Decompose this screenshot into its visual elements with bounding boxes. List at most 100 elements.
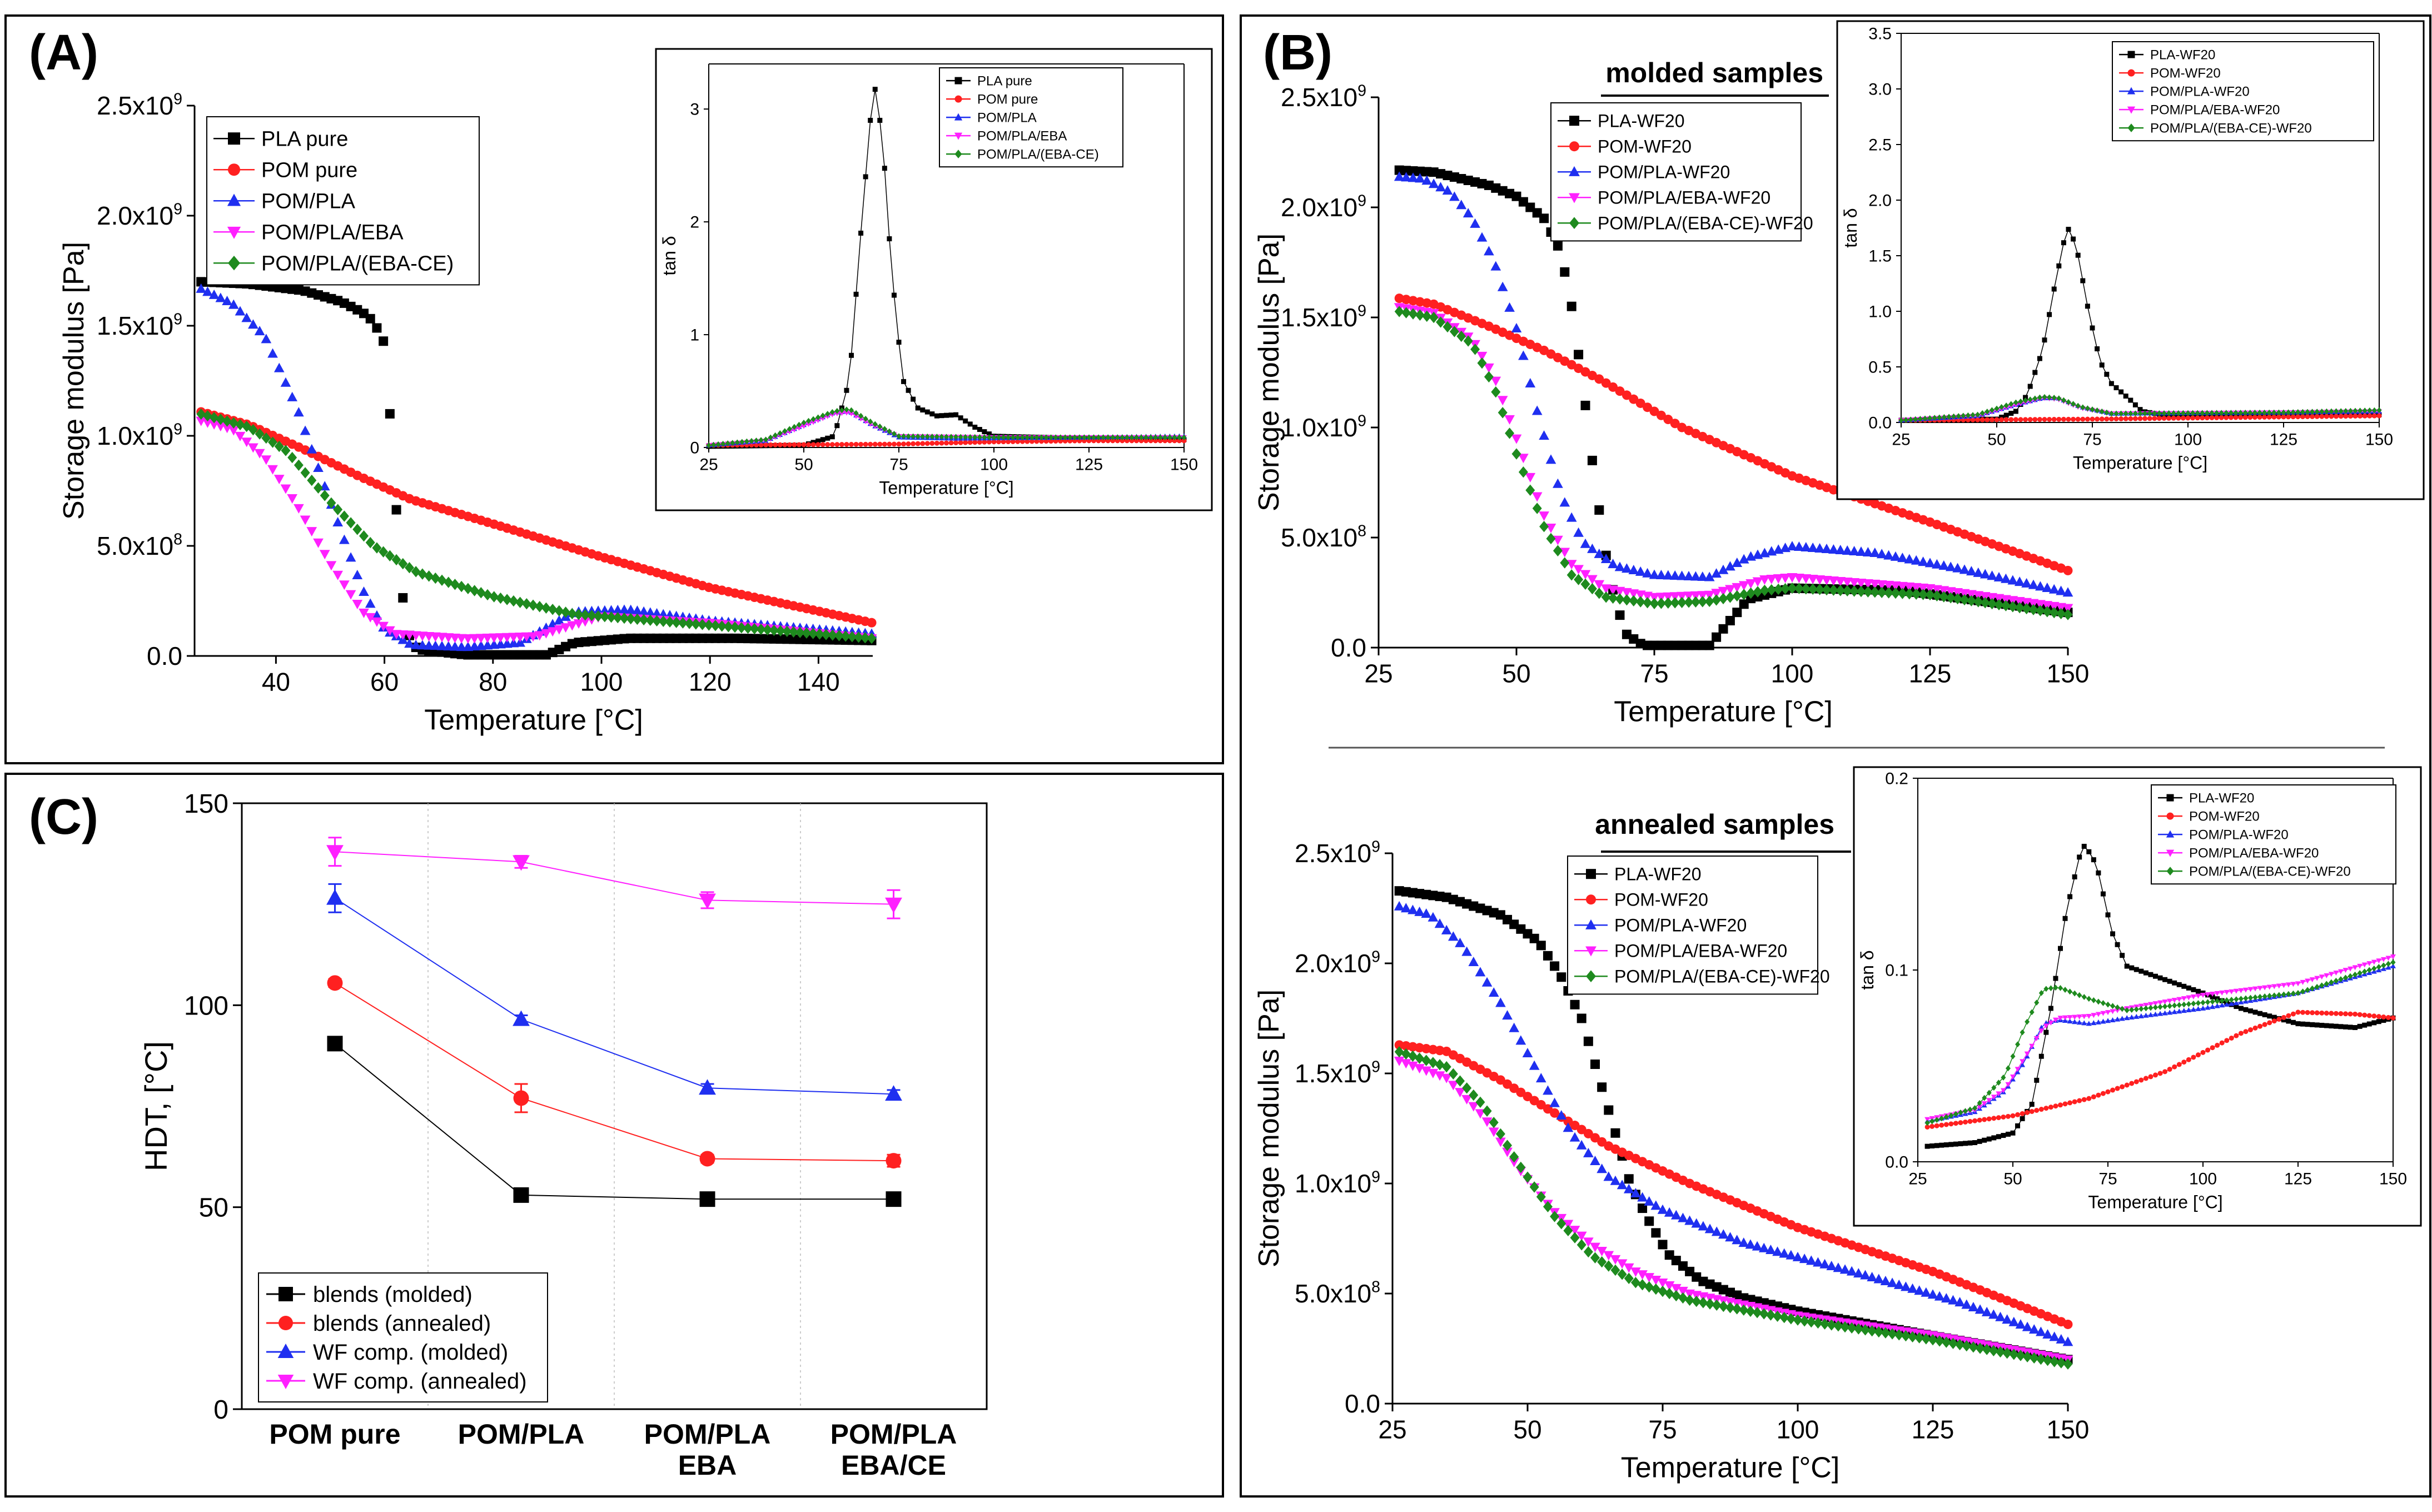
data-point — [2205, 992, 2211, 997]
data-point — [1934, 1335, 1944, 1347]
data-point — [2329, 979, 2334, 986]
data-point — [2003, 402, 2009, 409]
y-axis-label: tan δ — [659, 236, 679, 275]
data-point — [1712, 1299, 1722, 1311]
data-point — [2267, 1020, 2272, 1026]
data-point — [1435, 182, 1446, 192]
data-point — [1849, 545, 1859, 555]
data-point — [2205, 999, 2211, 1006]
data-point — [920, 433, 926, 440]
data-point — [1157, 434, 1163, 441]
data-point — [254, 449, 265, 459]
x-tick-label: 150 — [2365, 431, 2393, 449]
legend-label: PLA-WF20 — [1614, 864, 1701, 884]
data-point — [839, 442, 844, 447]
data-point — [2108, 410, 2114, 417]
data-point — [1945, 561, 1956, 571]
data-point — [2042, 583, 2053, 593]
data-point — [2266, 414, 2272, 420]
y-tick-label: 0.0 — [1345, 1389, 1380, 1418]
data-point — [944, 412, 949, 418]
data-point — [2085, 304, 2090, 309]
data-point — [2300, 409, 2305, 415]
data-point — [2050, 1356, 2060, 1367]
data-point — [273, 362, 285, 372]
data-point — [1887, 1328, 1897, 1340]
data-point — [2077, 992, 2082, 998]
data-point — [1946, 592, 1956, 604]
data-point — [573, 619, 584, 629]
data-point — [2066, 227, 2071, 232]
data-point — [1495, 997, 1506, 1007]
legend-label: POM pure — [977, 92, 1038, 107]
y-tick-label: 2.0x109 — [1295, 948, 1380, 978]
data-point — [1758, 1242, 1769, 1252]
data-point — [586, 610, 596, 621]
legend-marker — [2166, 867, 2174, 876]
data-point — [2022, 603, 2032, 615]
data-point — [777, 430, 783, 436]
y-tick-label: 0.1 — [1885, 962, 1908, 980]
data-point — [2051, 416, 2057, 422]
data-point — [1982, 1137, 1987, 1143]
data-point — [1955, 1339, 1965, 1351]
data-point — [1428, 178, 1439, 188]
data-point — [1684, 1215, 1695, 1225]
data-point — [911, 441, 916, 446]
data-point — [483, 589, 493, 601]
data-point — [2123, 416, 2128, 421]
data-point — [1096, 438, 1101, 444]
data-point — [1077, 438, 1082, 444]
data-point — [2003, 417, 2009, 422]
data-point — [2049, 1331, 2060, 1341]
data-point — [825, 442, 830, 447]
data-point — [2238, 1031, 2244, 1036]
data-point — [2086, 1013, 2092, 1019]
data-point — [1970, 417, 1976, 422]
data-point — [1853, 1268, 1864, 1278]
data-point — [2153, 973, 2158, 979]
data-point — [1977, 1117, 1982, 1123]
data-point — [1157, 438, 1163, 444]
data-point — [2195, 1006, 2201, 1011]
data-point — [2381, 1018, 2386, 1023]
data-point — [2286, 1018, 2291, 1024]
data-point — [1503, 1140, 1513, 1151]
data-point — [2271, 414, 2277, 420]
data-point — [1110, 434, 1116, 441]
y-tick-label: 150 — [184, 789, 228, 819]
data-point — [1134, 438, 1139, 444]
data-point — [1019, 439, 1025, 444]
data-point — [1975, 417, 1981, 422]
data-point — [2096, 870, 2101, 876]
data-point — [808, 628, 818, 639]
data-point — [2018, 417, 2023, 422]
data-point — [1610, 1175, 1621, 1185]
data-point — [2281, 414, 2286, 420]
data-point — [977, 439, 982, 445]
data-point — [359, 530, 369, 542]
data-point — [2105, 1089, 2111, 1095]
data-point — [1566, 569, 1576, 581]
data-point — [1840, 1321, 1850, 1333]
data-point — [1422, 310, 1432, 322]
data-point — [1421, 175, 1433, 185]
data-point — [352, 570, 363, 580]
data-point — [462, 634, 474, 644]
data-point — [2038, 990, 2044, 996]
data-point — [2248, 994, 2253, 1001]
data-point — [2037, 394, 2042, 401]
data-point — [2281, 991, 2286, 998]
legend-label: POM/PLA/EBA-WF20 — [2189, 846, 2319, 861]
data-point — [2338, 1024, 2344, 1029]
data-point — [1490, 261, 1501, 271]
data-point — [2390, 959, 2396, 966]
data-point — [2390, 1015, 2396, 1021]
data-point — [202, 286, 213, 296]
data-point — [739, 439, 745, 445]
x-axis-label: Temperature [°C] — [879, 478, 1013, 498]
data-point — [2113, 410, 2119, 417]
x-category-label: POM pure — [269, 1419, 400, 1450]
series-4 — [1394, 1046, 2073, 1370]
data-point — [2038, 1028, 2045, 1034]
